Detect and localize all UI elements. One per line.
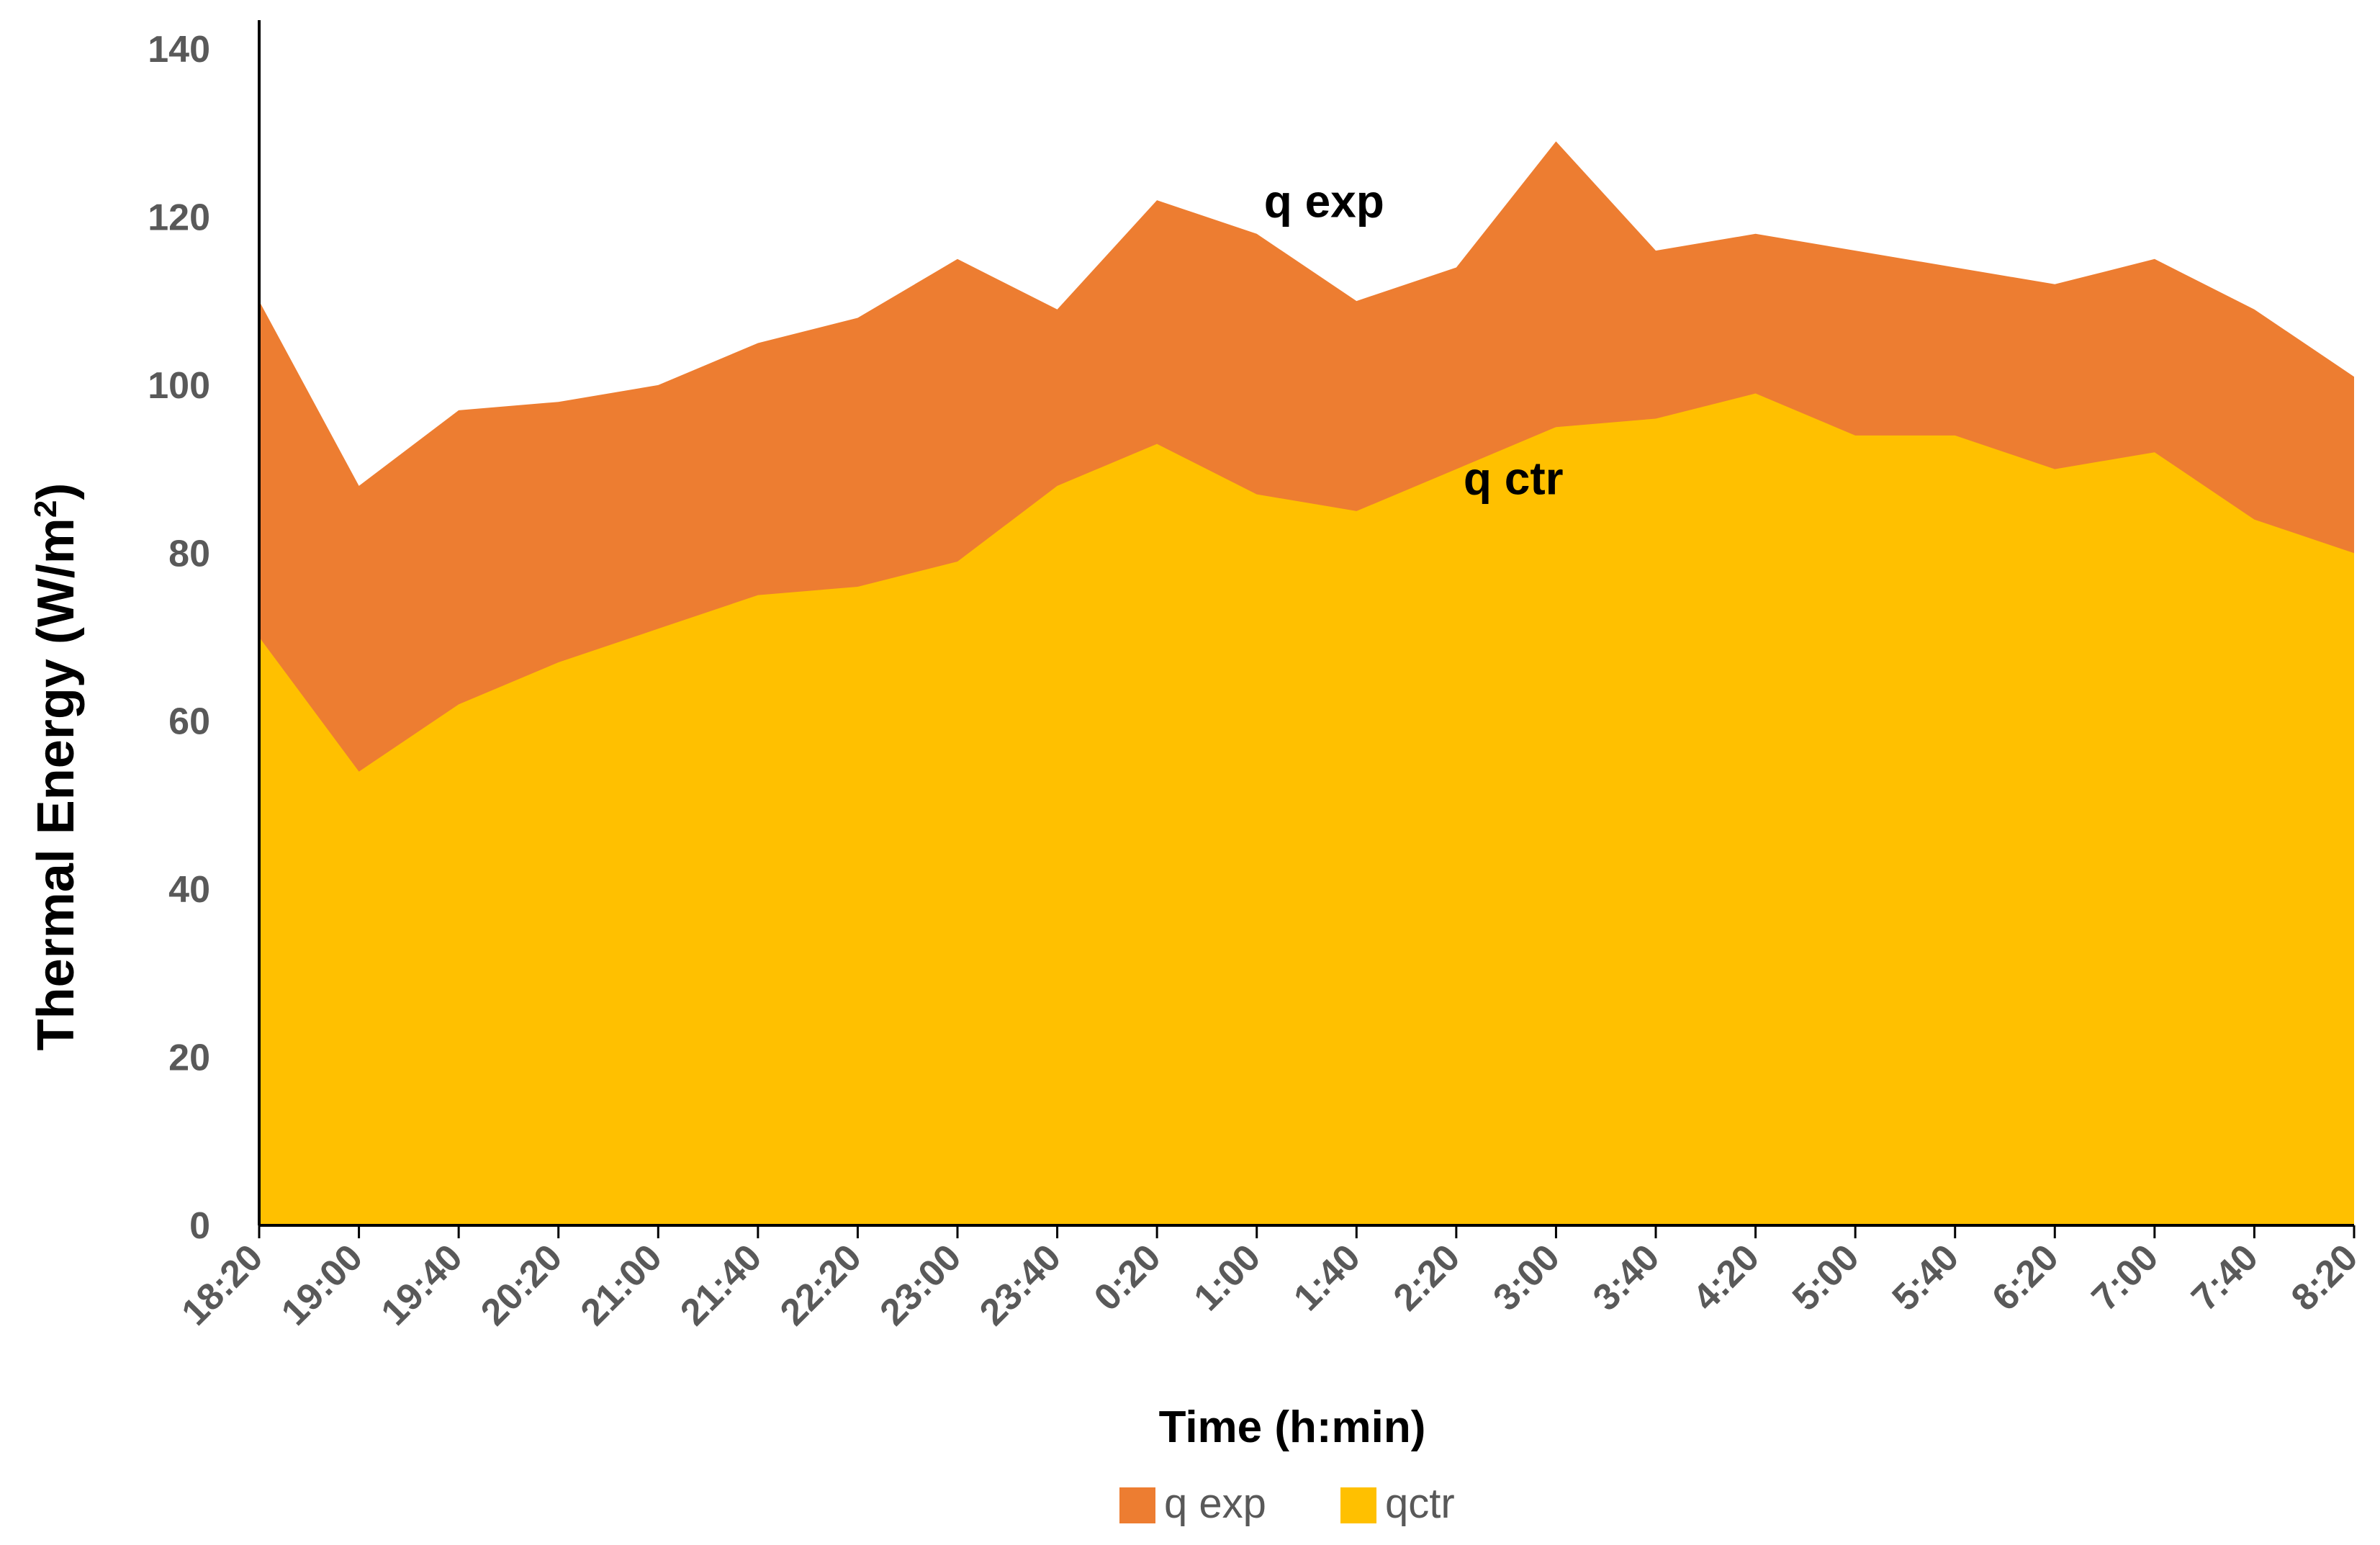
x-tick-label: 20:20 [473,1236,570,1333]
area-qctr [259,393,2354,1225]
legend-swatch-q-exp [1119,1487,1155,1523]
y-tick-label: 40 [168,869,210,911]
x-tick-label: 1:00 [1186,1236,1269,1319]
x-tick-label: 0:20 [1086,1236,1169,1319]
y-axis-title-close: ) [27,483,85,500]
y-tick-label: 100 [148,365,210,407]
series-areas [259,141,2354,1225]
x-tick-label: 19:40 [374,1236,471,1333]
y-axis-title: Thermal Energy (W/m2) [27,483,85,1051]
legend: q exp qctr [1119,1480,1455,1527]
x-tick-label: 21:00 [573,1236,670,1333]
x-tick-label: 2:20 [1386,1236,1469,1319]
y-axis-title-main: Thermal Energy (W/m [27,518,85,1050]
x-tick-label: 4:20 [1685,1236,1767,1319]
x-tick-label: 23:00 [872,1236,969,1333]
x-tick-label: 7:40 [2183,1236,2266,1319]
annotation-q-ctr: q ctr [1464,453,1564,505]
y-tick-label: 20 [168,1037,210,1079]
y-tick-label: 80 [168,533,210,575]
x-tick-label: 19:00 [274,1236,371,1333]
y-axis-tick-labels: 0 20 40 60 80 100 120 140 [148,29,210,1247]
x-tick-label: 18:20 [173,1236,271,1333]
x-tick-label: 7:00 [2084,1236,2167,1319]
y-tick-label: 0 [189,1205,210,1247]
annotation-q-exp: q exp [1264,175,1384,227]
y-axis-title-superscript: 2 [28,500,63,518]
y-tick-label: 120 [148,197,210,238]
x-tick-label: 3:00 [1485,1236,1568,1319]
x-tick-label: 5:40 [1885,1236,1967,1319]
y-tick-label: 60 [168,701,210,743]
legend-label-qctr: qctr [1385,1480,1455,1527]
x-tick-label: 6:20 [1984,1236,2067,1319]
x-tick-label: 1:40 [1286,1236,1369,1319]
legend-swatch-qctr [1340,1487,1376,1523]
x-tick-label: 3:40 [1585,1236,1668,1319]
x-axis-tick-labels: 18:20 19:00 19:40 20:20 21:00 21:40 22:20 23:00… [173,1236,2366,1333]
x-tick-label: 21:40 [672,1236,770,1333]
x-axis-title: Time (h:min) [1159,1402,1426,1452]
x-axis-ticks [258,1225,2356,1238]
x-tick-label: 23:40 [972,1236,1069,1333]
x-tick-label: 22:20 [772,1236,870,1333]
x-tick-label: 5:00 [1785,1236,1867,1319]
x-tick-label: 8:20 [2284,1236,2366,1319]
legend-label-q-exp: q exp [1164,1480,1266,1527]
y-tick-label: 140 [148,29,210,71]
annotations: q exp q ctr [1264,175,1564,504]
